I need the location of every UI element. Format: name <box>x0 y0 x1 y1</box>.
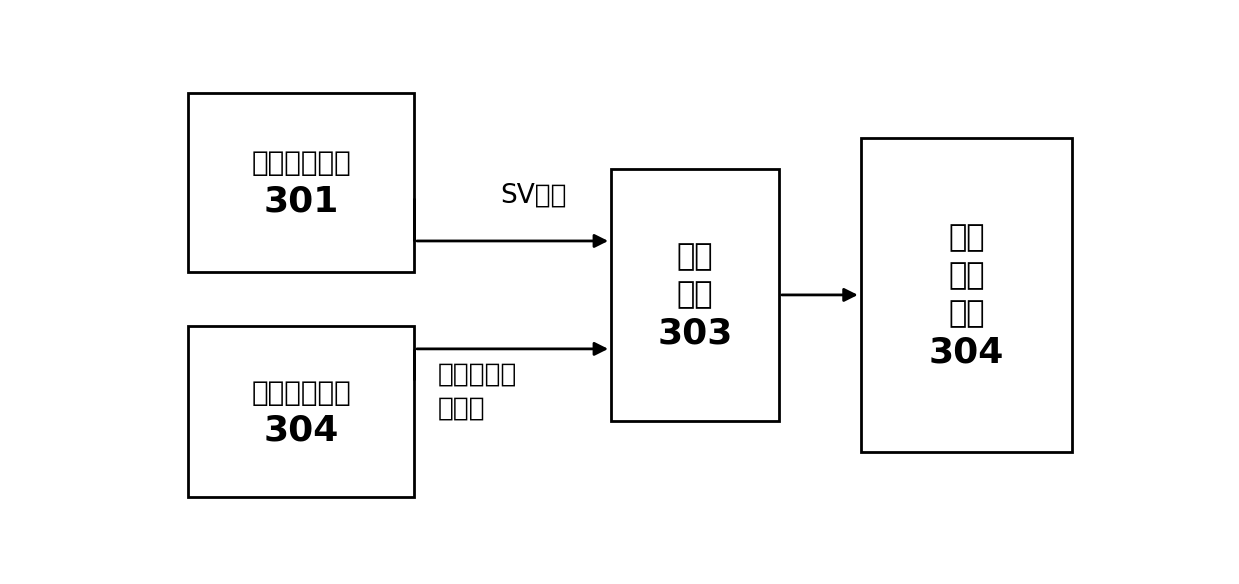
Bar <box>188 326 414 498</box>
Text: 设备: 设备 <box>676 280 714 310</box>
Bar <box>611 169 779 421</box>
Bar <box>861 138 1072 453</box>
Bar <box>188 93 414 273</box>
Text: 计算: 计算 <box>948 261 985 290</box>
Text: 误差: 误差 <box>948 223 985 252</box>
Text: 模块: 模块 <box>948 300 985 329</box>
Text: SV报文: SV报文 <box>501 183 567 209</box>
Text: 303: 303 <box>658 316 732 350</box>
Text: 304: 304 <box>264 414 339 448</box>
Text: 待测: 待测 <box>676 242 714 271</box>
Text: 301: 301 <box>264 185 339 218</box>
Text: 标准电压电
流信号: 标准电压电 流信号 <box>439 361 518 422</box>
Text: 304: 304 <box>928 335 1004 369</box>
Text: 信号处理模块: 信号处理模块 <box>252 379 351 406</box>
Text: 数据处理平台: 数据处理平台 <box>252 150 351 178</box>
